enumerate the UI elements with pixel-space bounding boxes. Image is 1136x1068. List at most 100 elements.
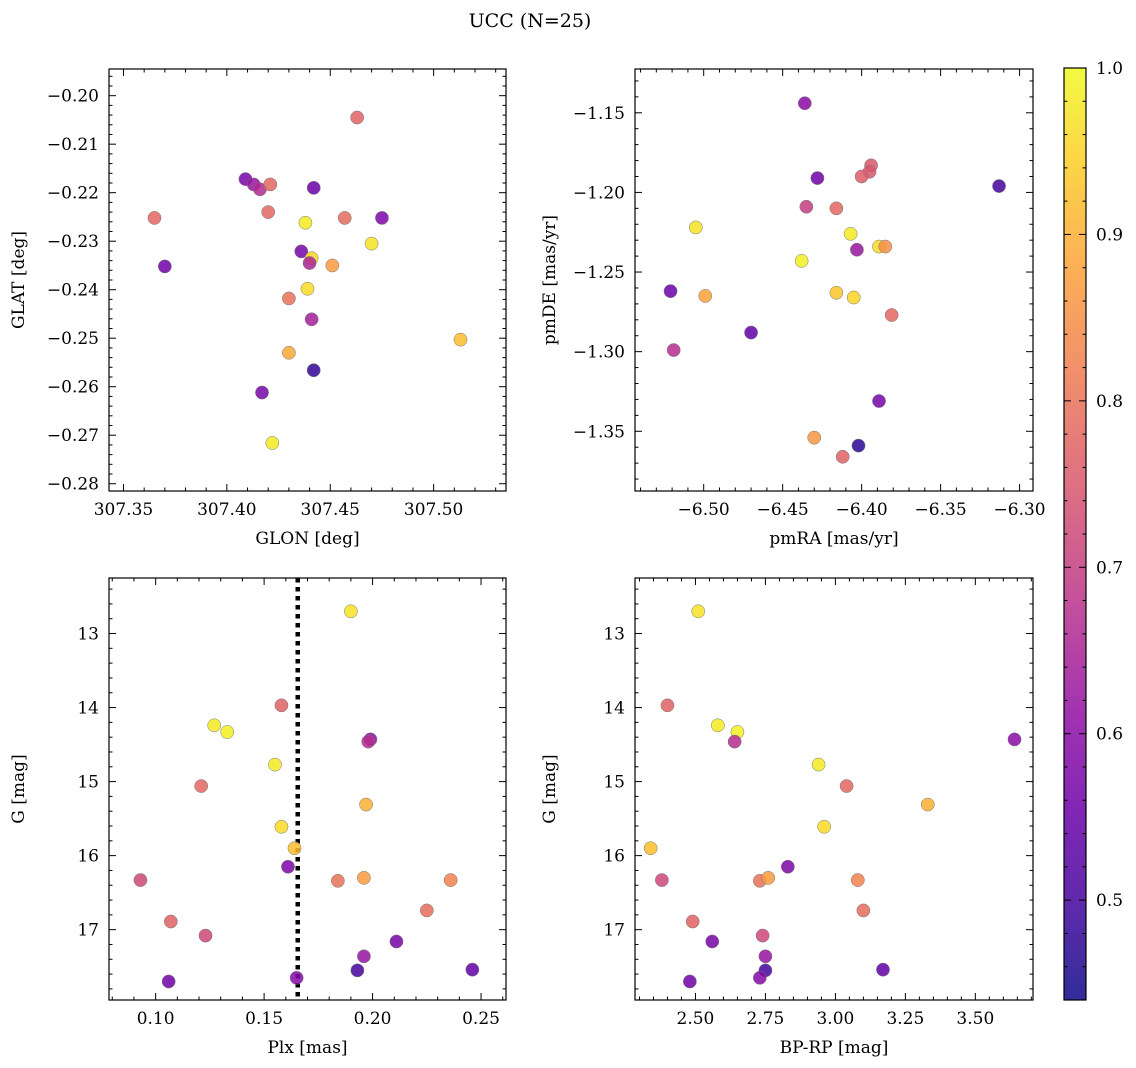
data-point bbox=[350, 963, 365, 978]
x-tick-label: 3.25 bbox=[886, 1009, 924, 1029]
data-point bbox=[361, 734, 376, 749]
data-point bbox=[198, 928, 213, 943]
data-point bbox=[350, 110, 364, 125]
data-point bbox=[839, 779, 854, 793]
data-point bbox=[261, 205, 276, 219]
y-tick-label: 17 bbox=[77, 921, 99, 941]
data-point bbox=[660, 698, 675, 713]
data-point bbox=[465, 962, 480, 977]
data-point bbox=[337, 211, 352, 225]
y-tick-label: 14 bbox=[603, 699, 625, 719]
x-tick-label: 0.20 bbox=[354, 1009, 392, 1029]
colorbar-tick-label: 1.0 bbox=[1096, 59, 1123, 79]
data-point bbox=[727, 734, 742, 749]
data-point bbox=[854, 169, 869, 184]
x-tick-label: 0.15 bbox=[245, 1009, 283, 1029]
data-point bbox=[761, 870, 776, 885]
data-point bbox=[643, 841, 658, 856]
data-point bbox=[453, 332, 468, 347]
data-point bbox=[1007, 732, 1022, 747]
data-point bbox=[331, 873, 345, 888]
colorbar-tick-label: 0.9 bbox=[1096, 225, 1123, 245]
data-point bbox=[829, 201, 844, 216]
y-tick-label: 15 bbox=[603, 773, 625, 793]
colorbar: 0.5 0.6 0.7 0.8 0.9 1.0 bbox=[1063, 59, 1123, 1001]
data-point bbox=[282, 345, 296, 360]
data-point bbox=[357, 870, 371, 885]
x-axis-label: GLON [deg] bbox=[255, 529, 359, 549]
data-point bbox=[359, 797, 373, 812]
y-tick-label: −0.28 bbox=[47, 475, 99, 495]
y-tick-label: −1.15 bbox=[573, 104, 625, 124]
data-point bbox=[685, 914, 700, 929]
y-tick-label: −1.25 bbox=[573, 263, 625, 283]
axes-frame bbox=[108, 577, 507, 1001]
y-tick-label: −0.24 bbox=[47, 281, 99, 301]
data-point bbox=[688, 220, 703, 235]
data-point bbox=[306, 363, 321, 378]
data-point bbox=[872, 394, 886, 408]
data-point bbox=[856, 903, 871, 918]
colorbar-tick-label: 0.5 bbox=[1096, 891, 1123, 911]
data-point bbox=[304, 312, 319, 327]
y-tick-label: −1.30 bbox=[573, 343, 625, 363]
data-point bbox=[663, 284, 678, 298]
x-tick-label: 307.50 bbox=[404, 500, 463, 520]
y-tick-label: −0.26 bbox=[47, 378, 99, 398]
data-point bbox=[666, 343, 681, 357]
data-point bbox=[799, 199, 814, 214]
data-point bbox=[281, 859, 295, 874]
data-point bbox=[194, 779, 209, 793]
data-point bbox=[758, 949, 773, 964]
data-point bbox=[884, 308, 899, 322]
y-axis-label: pmDE [mas/yr] bbox=[540, 215, 560, 345]
data-point bbox=[274, 819, 289, 834]
data-point bbox=[268, 757, 282, 772]
panel-1: 307.35 307.40 307.45 307.50 −0.28 −0.27 −0.26 −… bbox=[9, 68, 507, 549]
data-point bbox=[810, 171, 825, 185]
data-point bbox=[846, 290, 861, 305]
y-axis-label: GLAT [deg] bbox=[9, 231, 29, 329]
colorbar-tick-label: 0.8 bbox=[1096, 392, 1123, 412]
data-point bbox=[705, 934, 720, 949]
data-point bbox=[147, 211, 162, 225]
data-point bbox=[265, 436, 280, 450]
y-tick-label: −1.20 bbox=[573, 183, 625, 203]
x-tick-label: −6.45 bbox=[757, 500, 809, 520]
data-point bbox=[920, 797, 935, 812]
figure-title: UCC (N=25) bbox=[469, 10, 592, 32]
x-tick-label: 2.50 bbox=[677, 1009, 715, 1029]
data-point bbox=[744, 325, 758, 340]
x-tick-label: 0.10 bbox=[137, 1009, 175, 1029]
data-point bbox=[161, 974, 176, 989]
data-point bbox=[325, 258, 340, 273]
data-point bbox=[851, 438, 866, 453]
data-point bbox=[274, 698, 289, 713]
panel-4: 2.50 2.75 3.00 3.25 3.50 13 14 15 16 17 BP-RP [mag… bbox=[540, 577, 1034, 1058]
data-point bbox=[698, 289, 713, 303]
y-tick-label: −0.20 bbox=[47, 87, 99, 107]
y-tick-label: 15 bbox=[77, 773, 99, 793]
data-point bbox=[755, 928, 770, 943]
y-tick-label: −1.35 bbox=[573, 422, 625, 442]
y-tick-label: −0.27 bbox=[47, 426, 99, 446]
y-axis-label: G [mag] bbox=[540, 754, 560, 823]
data-point bbox=[133, 873, 148, 887]
axes-frame bbox=[108, 68, 507, 492]
data-point bbox=[850, 242, 864, 257]
data-point bbox=[300, 281, 315, 296]
data-point bbox=[389, 934, 404, 949]
data-point bbox=[794, 254, 809, 268]
data-point bbox=[294, 244, 309, 259]
x-axis-label: pmRA [mas/yr] bbox=[769, 529, 898, 549]
data-point bbox=[752, 970, 767, 985]
data-point bbox=[780, 859, 795, 874]
data-point bbox=[797, 96, 812, 111]
data-point bbox=[157, 259, 172, 274]
x-tick-label: −6.30 bbox=[994, 500, 1046, 520]
data-point bbox=[691, 604, 706, 619]
y-tick-label: −0.21 bbox=[47, 135, 99, 155]
data-point bbox=[207, 718, 222, 733]
y-tick-label: −0.22 bbox=[47, 184, 99, 204]
y-tick-label: 16 bbox=[77, 847, 99, 867]
